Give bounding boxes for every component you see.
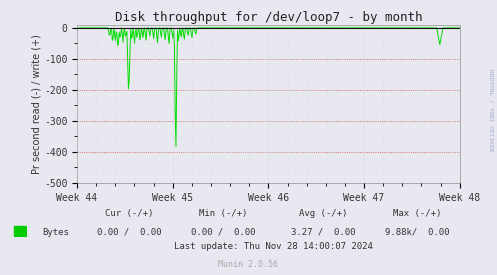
Text: Avg (-/+): Avg (-/+) (299, 209, 347, 218)
Y-axis label: Pr second read (-) / write (+): Pr second read (-) / write (+) (31, 34, 41, 174)
Text: Max (-/+): Max (-/+) (393, 209, 442, 218)
Text: 0.00 /  0.00: 0.00 / 0.00 (97, 228, 162, 237)
Text: Munin 2.0.56: Munin 2.0.56 (219, 260, 278, 269)
Text: Cur (-/+): Cur (-/+) (105, 209, 154, 218)
Text: Bytes: Bytes (42, 228, 69, 237)
Text: Last update: Thu Nov 28 14:00:07 2024: Last update: Thu Nov 28 14:00:07 2024 (174, 242, 373, 251)
Text: 9.88k/  0.00: 9.88k/ 0.00 (385, 228, 450, 237)
Title: Disk throughput for /dev/loop7 - by month: Disk throughput for /dev/loop7 - by mont… (115, 10, 422, 24)
Text: 3.27 /  0.00: 3.27 / 0.00 (291, 228, 355, 237)
Text: Min (-/+): Min (-/+) (199, 209, 248, 218)
Bar (14, 226, 26, 236)
Text: RRDTOOL / TOBI OETIKER: RRDTOOL / TOBI OETIKER (489, 69, 494, 151)
Text: 0.00 /  0.00: 0.00 / 0.00 (191, 228, 256, 237)
